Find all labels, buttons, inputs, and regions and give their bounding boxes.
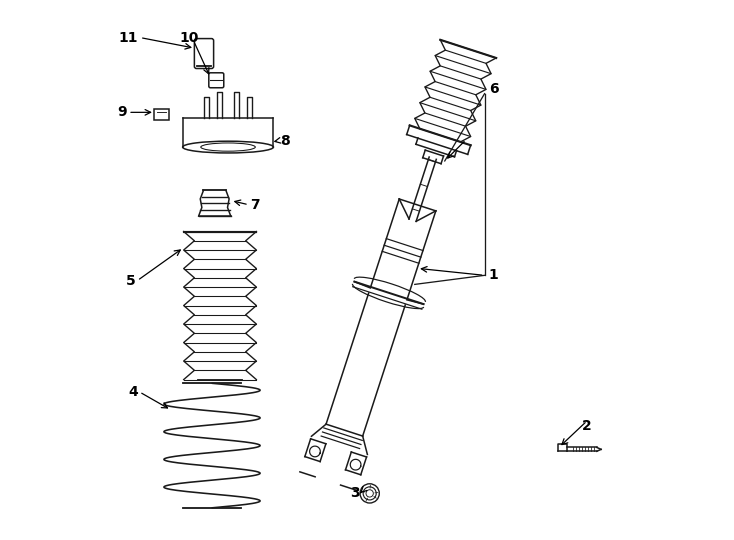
Text: 5: 5 [126, 274, 136, 288]
Text: 2: 2 [582, 418, 592, 433]
Text: 6: 6 [489, 83, 498, 96]
Text: 4: 4 [128, 385, 138, 399]
Text: 8: 8 [280, 134, 290, 147]
Text: 3: 3 [350, 486, 360, 500]
Text: 10: 10 [180, 31, 199, 44]
Text: 7: 7 [250, 198, 260, 212]
Text: 11: 11 [119, 31, 138, 44]
Text: 9: 9 [117, 105, 126, 119]
Text: 1: 1 [489, 268, 498, 282]
